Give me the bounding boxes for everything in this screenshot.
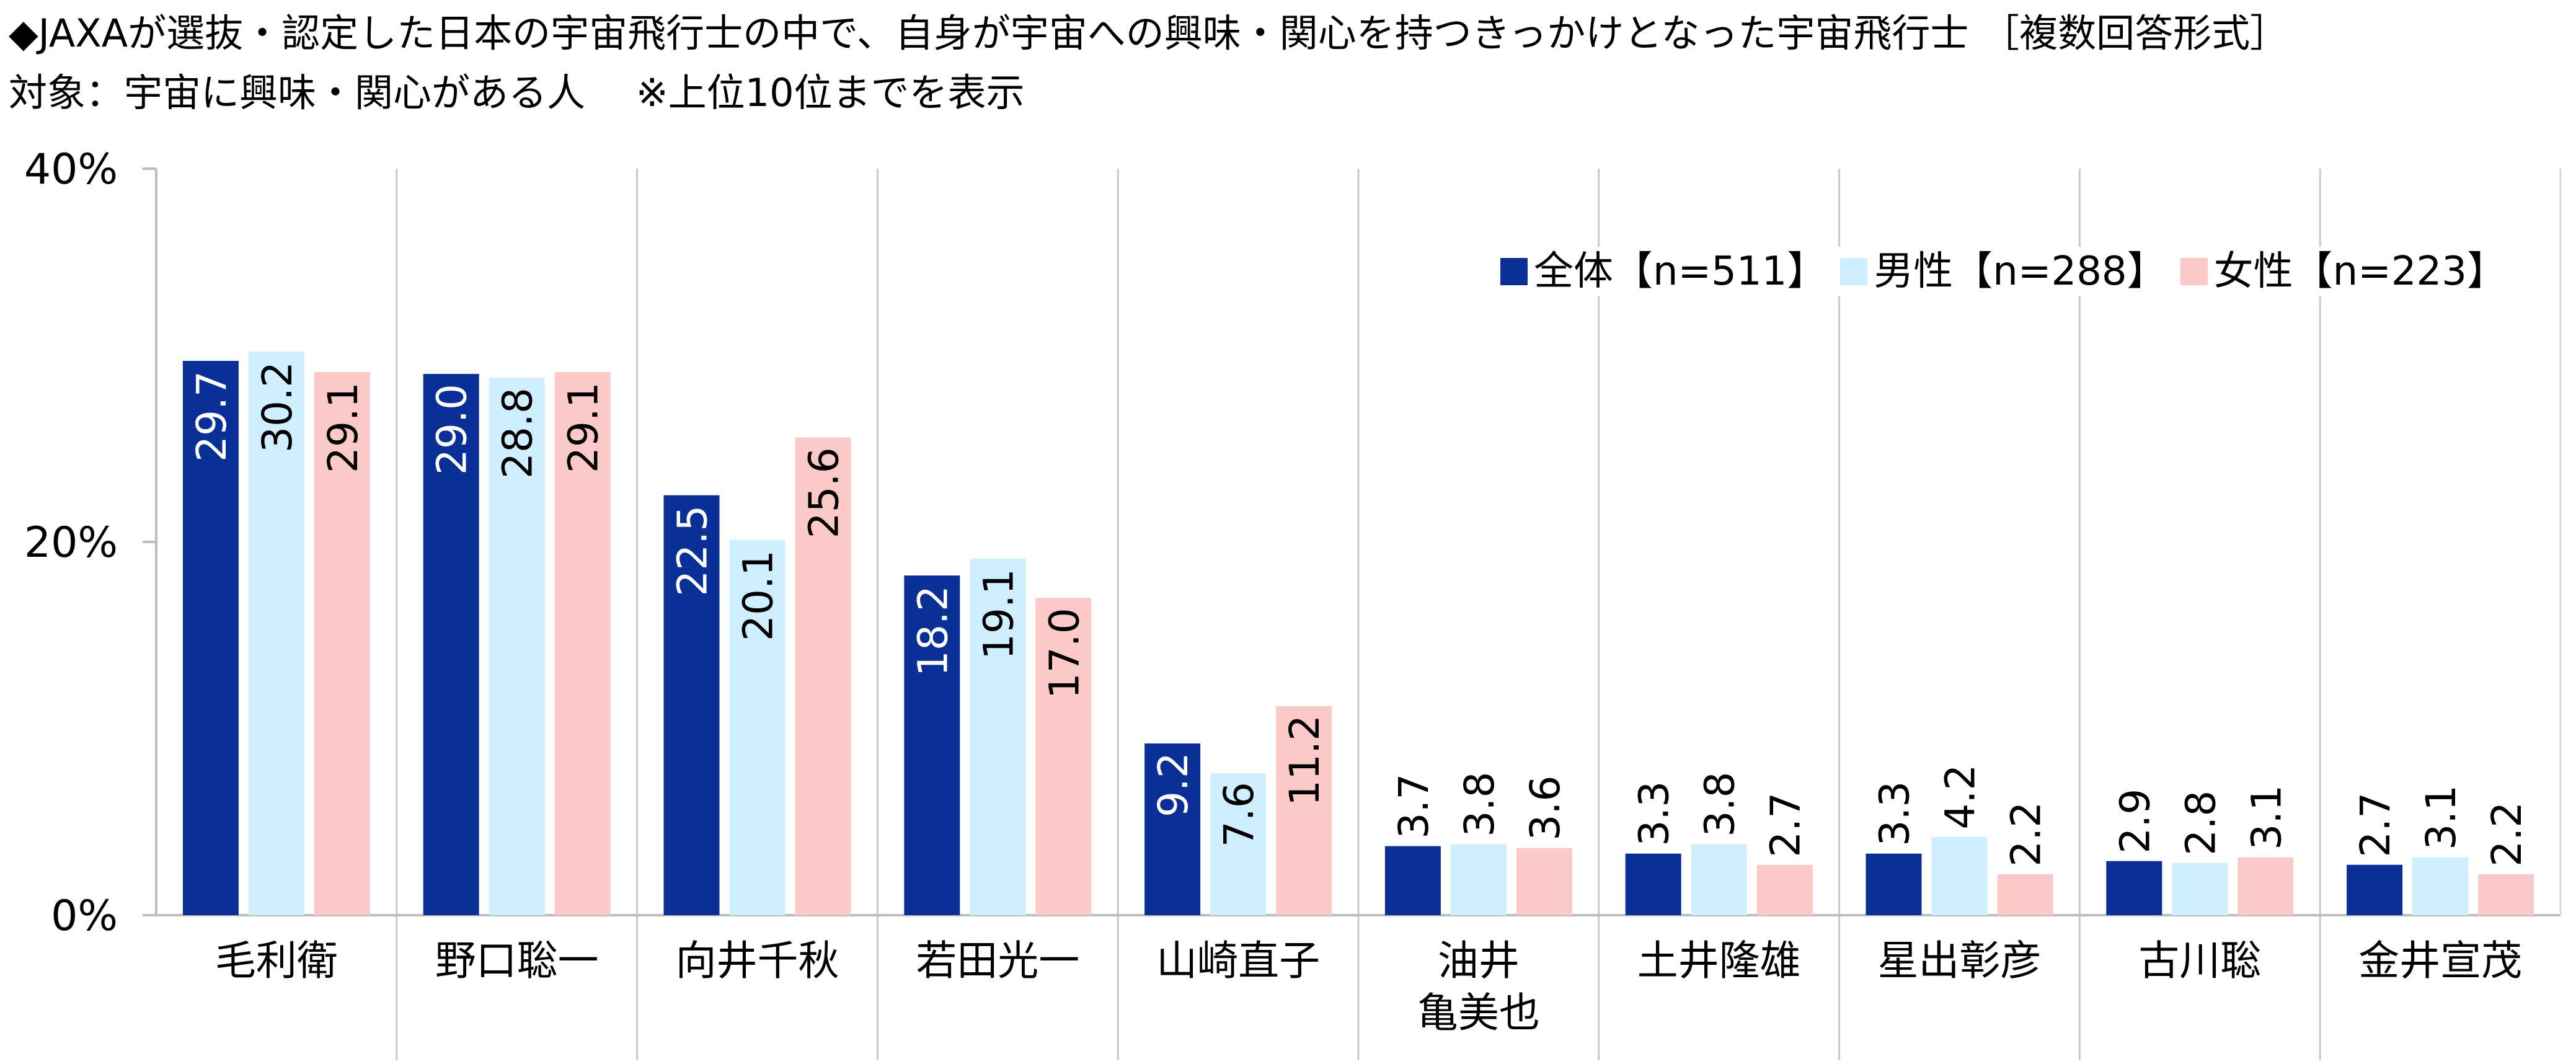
bar [182,361,239,915]
chart-title: ◆JAXAが選抜・認定した日本の宇宙飛行士の中で、自身が宇宙への興味・関心を持つ… [9,11,2289,56]
category-label: 油井 [1438,937,1520,985]
data-label: 18.2 [909,585,957,676]
data-label: 9.2 [1149,752,1197,817]
category-label: 毛利衛 [215,937,338,985]
data-label: 3.1 [2417,785,2465,850]
y-tick-label: 40% [24,145,118,194]
legend-item-series-2: 女性【n=223】 [2180,247,2507,296]
bar [1210,773,1267,915]
data-label: 4.2 [1937,765,1985,830]
category-label: 星出彰彦 [1878,937,2042,985]
bar [1276,706,1332,915]
data-label: 7.6 [1215,782,1263,847]
category-label: 古川聡 [2138,937,2261,985]
bar [554,372,611,915]
bar [1756,864,1813,915]
data-label: 2.7 [2352,792,2399,858]
data-label: 3.8 [1696,772,1744,837]
legend-label-series-0: 全体【n=511】 [1533,249,1827,295]
data-label: 17.0 [1040,608,1088,699]
bar [423,374,479,915]
data-label: 28.8 [494,388,542,479]
legend-swatch-series-0 [1500,258,1528,285]
bar [489,378,545,915]
data-label: 2.9 [2111,789,2159,854]
legend: 全体【n=511】 男性【n=288】 女性【n=223】 [1500,247,2507,296]
data-label: 19.1 [975,569,1022,660]
bar [2347,864,2403,915]
data-label: 20.1 [735,550,782,641]
data-label: 2.2 [2483,802,2531,867]
bar [2412,857,2469,915]
bar [1866,853,1922,915]
bar [1691,844,1747,915]
data-label: 11.2 [1281,715,1329,806]
bar [1035,598,1092,915]
bar [904,575,960,915]
data-label: 29.7 [188,371,236,462]
category-label: 土井隆雄 [1637,937,1801,985]
data-label: 22.5 [669,505,717,596]
chart-subtitle: 対象：宇宙に興味・関心がある人 ※上位10位までを表示 [9,70,1025,115]
data-label: 3.7 [1390,774,1438,839]
category-label: 亀美也 [1417,989,1540,1037]
bar [1144,743,1201,915]
bar [2106,861,2162,915]
category-label: 若田光一 [916,937,1079,985]
data-label: 2.2 [2003,802,2050,867]
data-label: 3.8 [1456,772,1503,837]
legend-item-series-1: 男性【n=288】 [1840,247,2167,296]
legend-item-series-0: 全体【n=511】 [1500,247,1826,296]
data-label: 2.8 [2177,791,2224,856]
y-tick-label: 20% [24,518,118,567]
bar [248,351,304,915]
y-tick-label: 0% [51,892,118,941]
bar [1931,836,1988,915]
legend-label-series-1: 男性【n=288】 [1874,249,2167,295]
data-label: 3.6 [1521,776,1569,841]
bar [1516,848,1572,915]
data-label: 3.3 [1871,781,1919,846]
bar [1384,846,1441,915]
bar [2172,862,2228,915]
bar [970,559,1026,915]
bar [1997,874,2053,915]
data-label: 29.0 [428,384,476,475]
data-label: 30.2 [254,361,301,453]
legend-swatch-series-1 [1840,258,1868,285]
bar [729,539,786,915]
bar [314,372,370,915]
bar [1450,844,1507,915]
category-label: 向井千秋 [676,937,839,985]
bar [663,495,720,915]
data-label: 25.6 [800,447,848,538]
legend-swatch-series-2 [2180,258,2208,285]
category-label: 金井宣茂 [2358,937,2522,985]
category-label: 野口聡一 [435,937,599,985]
bar [1625,853,1681,915]
data-label: 3.1 [2242,785,2290,850]
bar [2478,874,2534,915]
data-label: 29.1 [560,382,608,473]
bar [795,437,851,915]
data-label: 2.7 [1762,792,1810,858]
category-label: 山崎直子 [1156,937,1320,985]
data-label: 3.3 [1631,781,1678,846]
data-label: 29.1 [319,382,367,473]
legend-label-series-2: 女性【n=223】 [2213,249,2507,295]
bar [2237,857,2294,915]
